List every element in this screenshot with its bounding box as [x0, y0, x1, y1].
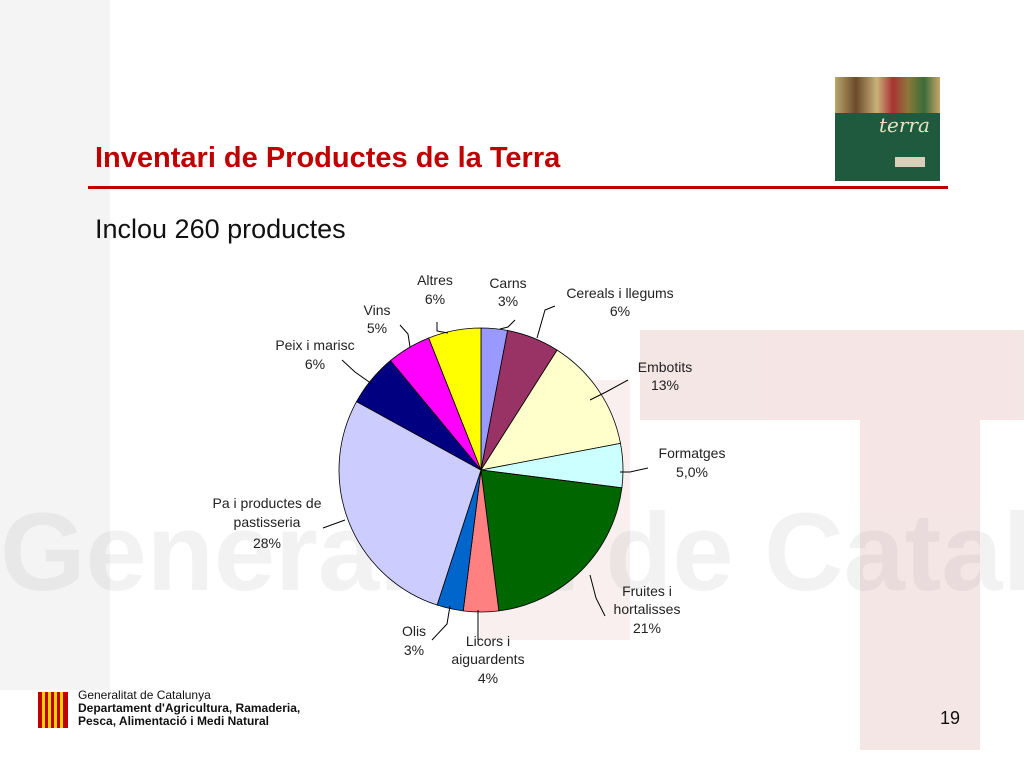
slice-percent-label: 13% [651, 377, 679, 393]
footer-dept-line2: Pesca, Alimentació i Medi Natural [78, 714, 269, 728]
slice-name-label: Peix i marisc [275, 337, 354, 353]
pie-slice-embotits [480, 349, 621, 471]
leader-line [341, 359, 373, 385]
slice-percent-label: 21% [633, 620, 661, 636]
slice-name-label: Formatges [659, 445, 726, 461]
slice-percent-label: 3% [404, 642, 424, 658]
slice-name-label: Vins [364, 302, 391, 318]
leader-line [536, 305, 556, 339]
slice-percent-label: 6% [610, 303, 630, 319]
slice-percent-label: 4% [478, 670, 498, 686]
leader-line [499, 319, 516, 330]
slice-name-label: Carns [489, 275, 526, 291]
leader-line [322, 519, 346, 529]
generalitat-logo-icon [36, 690, 70, 730]
logo-mini-badge [895, 157, 925, 167]
slice-percent-label: 6% [425, 291, 445, 307]
leader-line [589, 574, 606, 617]
leader-line [436, 322, 449, 334]
pie-slice-altres [428, 327, 482, 471]
title-rule [88, 186, 948, 189]
leader-line [620, 467, 649, 473]
slice-percent-label: 28% [253, 535, 281, 551]
slice-percent-label: 3% [498, 293, 518, 309]
slice-name-label: Cereals i llegums [566, 285, 673, 301]
slice-name-label: pastisseria [234, 514, 301, 530]
slice-name-label: hortalisses [614, 601, 681, 617]
slide-subtitle: Inclou 260 productes [95, 214, 346, 244]
slice-percent-label: 5,0% [676, 464, 708, 480]
slice-name-label: Fruites i [622, 583, 672, 599]
leader-line [589, 379, 629, 401]
slice-name-label: aiguardents [451, 651, 524, 667]
footer-text: Generalitat de Catalunya Departament d'A… [78, 689, 300, 728]
slice-name-label: Embotits [638, 359, 692, 375]
logo-photo-strip [835, 77, 940, 113]
slice-name-label: Altres [417, 272, 453, 288]
slice-name-label: Licors i [466, 633, 510, 649]
pie-slice-pa-i-productes-de-pastisseria [338, 401, 482, 606]
leader-line [431, 605, 451, 641]
slice-name-label: Olis [402, 623, 426, 639]
slice-percent-label: 6% [305, 356, 325, 372]
logo-word: terra [879, 113, 930, 137]
page-number: 19 [940, 708, 961, 728]
terra-logo: terra [835, 77, 940, 181]
slice-percent-label: 5% [367, 320, 387, 336]
pie-slice-fruites-i-hortalisses [480, 469, 623, 612]
leader-line [399, 324, 411, 348]
footer-dept-line1: Departament d'Agricultura, Ramaderia, [78, 701, 301, 715]
slide-title: Inventari de Productes de la Terra [95, 142, 561, 174]
slice-name-label: Pa i productes de [213, 495, 322, 511]
footer-org: Generalitat de Catalunya [78, 688, 211, 702]
